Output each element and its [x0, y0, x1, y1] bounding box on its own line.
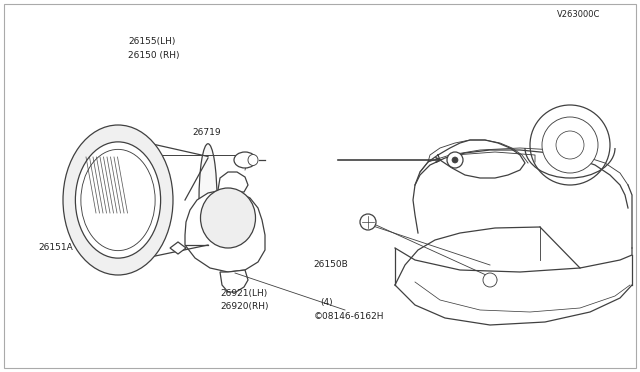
Ellipse shape — [234, 152, 256, 168]
Ellipse shape — [199, 144, 217, 256]
Circle shape — [483, 273, 497, 287]
Circle shape — [530, 105, 610, 185]
Text: 26155(LH): 26155(LH) — [128, 37, 175, 46]
Ellipse shape — [200, 188, 255, 248]
Ellipse shape — [63, 125, 173, 275]
Ellipse shape — [76, 142, 161, 258]
Circle shape — [556, 131, 584, 159]
Text: ©08146-6162H: ©08146-6162H — [314, 312, 384, 321]
Ellipse shape — [248, 154, 258, 166]
Text: 26150B: 26150B — [314, 260, 348, 269]
Text: (4): (4) — [320, 298, 333, 307]
Polygon shape — [170, 242, 186, 254]
Ellipse shape — [81, 150, 155, 251]
Text: 26920(RH): 26920(RH) — [221, 302, 269, 311]
Text: 26150 (RH): 26150 (RH) — [128, 51, 179, 60]
Polygon shape — [218, 172, 248, 192]
Text: V263000C: V263000C — [557, 10, 600, 19]
Circle shape — [360, 214, 376, 230]
Text: 26151A: 26151A — [39, 243, 74, 252]
Polygon shape — [220, 270, 248, 292]
Circle shape — [447, 152, 463, 168]
Text: 26719: 26719 — [192, 128, 221, 137]
Text: 26921(LH): 26921(LH) — [221, 289, 268, 298]
Circle shape — [542, 117, 598, 173]
Polygon shape — [185, 190, 265, 272]
Circle shape — [452, 157, 458, 163]
